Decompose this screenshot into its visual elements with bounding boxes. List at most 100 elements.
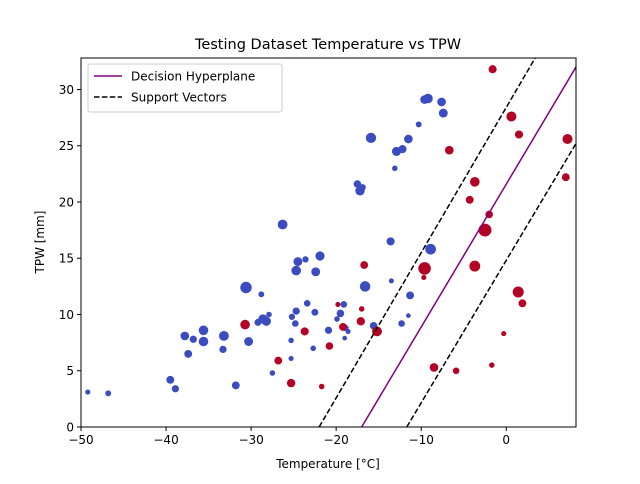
data-point-a (398, 145, 407, 154)
data-point-b (488, 65, 497, 74)
data-point-a (303, 299, 311, 307)
data-point-a (342, 335, 348, 341)
data-point-a (198, 325, 209, 336)
data-point-a (240, 281, 252, 294)
legend-support-label: Support Vectors (131, 91, 227, 105)
data-point-a (415, 121, 422, 128)
data-point-a (334, 316, 340, 322)
y-tick-label: 20 (59, 195, 74, 209)
support-vector-line (318, 58, 536, 427)
y-tick-label: 5 (66, 364, 74, 378)
data-point-b (358, 306, 365, 312)
data-point-a (438, 108, 448, 118)
data-point-a (345, 328, 351, 334)
data-point-a (184, 349, 193, 358)
x-tick-label: 0 (502, 433, 510, 447)
data-point-a (404, 134, 413, 144)
legend-hyperplane-label: Decision Hyperplane (131, 70, 255, 84)
data-point-b (300, 327, 309, 336)
data-point-b (240, 319, 250, 330)
data-point-a (218, 330, 229, 341)
data-point-b (325, 342, 334, 350)
data-point-b (360, 261, 369, 269)
data-point-a (171, 385, 180, 393)
data-point-a (266, 311, 272, 318)
data-point-b (501, 331, 507, 337)
data-point-b (286, 378, 296, 388)
data-point-a (219, 345, 227, 354)
data-point-a (166, 375, 175, 384)
data-point-a (291, 265, 302, 276)
data-point-a (85, 389, 91, 395)
data-point-a (324, 326, 333, 334)
y-tick-label: 10 (59, 308, 74, 322)
data-point-a (437, 97, 446, 107)
data-point-b (444, 145, 454, 155)
data-point-b (421, 274, 427, 280)
x-tick-label: −10 (409, 433, 434, 447)
data-point-a (406, 291, 415, 300)
data-point-a (302, 256, 309, 263)
x-tick-label: −20 (323, 433, 348, 447)
data-point-b (512, 286, 524, 298)
data-point-a (365, 132, 377, 144)
data-point-b (335, 301, 341, 307)
data-point-b (561, 173, 570, 182)
y-tick-label: 0 (66, 420, 74, 434)
data-point-b (429, 363, 439, 372)
data-point-b (506, 111, 517, 122)
y-tick-label: 25 (59, 139, 74, 153)
chart-title: Testing Dataset Temperature vs TPW (194, 37, 461, 53)
data-point-a (336, 309, 345, 318)
data-point-b (372, 326, 382, 337)
data-point-a (291, 320, 299, 327)
data-point-a (386, 237, 395, 246)
data-point-a (244, 337, 254, 346)
x-axis-label: Temperature [°C] (275, 457, 380, 471)
hyperplane-line (361, 66, 576, 427)
data-point-b (274, 356, 283, 365)
data-point-a (293, 257, 303, 267)
data-point-b (339, 322, 347, 331)
boundary-lines (318, 58, 576, 427)
data-point-a (359, 184, 366, 191)
data-point-a (423, 93, 433, 104)
data-point-b (518, 299, 527, 308)
data-point-a (311, 267, 321, 277)
data-point-a (258, 291, 265, 298)
data-point-a (310, 345, 316, 352)
legend: Decision Hyperplane Support Vectors (87, 63, 283, 113)
x-tick-label: −30 (238, 433, 263, 447)
data-point-b (465, 195, 474, 204)
data-point-b (418, 262, 431, 275)
data-point-a (231, 381, 240, 390)
x-tick-label: −50 (68, 433, 93, 447)
y-tick-label: 30 (59, 83, 74, 97)
data-point-a (315, 251, 325, 261)
data-points (85, 65, 573, 397)
legend-box (87, 63, 283, 113)
y-axis-label: TPW [mm] (33, 211, 47, 275)
data-point-a (261, 316, 271, 326)
data-point-a (311, 308, 319, 316)
data-point-a (388, 278, 394, 284)
x-axis-ticks: −50 −40 −30 −20 −10 0 (68, 427, 510, 447)
data-point-a (288, 355, 294, 361)
data-point-a (392, 165, 398, 172)
data-point-a (180, 331, 190, 341)
x-tick-label: −40 (153, 433, 178, 447)
data-point-b (470, 177, 480, 187)
data-point-a (353, 180, 362, 188)
data-point-b (562, 133, 573, 145)
data-point-a (288, 313, 296, 320)
data-point-a (105, 390, 112, 397)
data-point-a (406, 313, 411, 318)
data-point-a (269, 370, 276, 376)
data-point-a (198, 336, 209, 347)
data-point-a (340, 301, 348, 308)
y-axis-ticks: 0 5 10 15 20 25 30 (59, 83, 81, 434)
data-point-b (514, 130, 524, 139)
data-point-a (425, 243, 436, 255)
data-point-a (398, 320, 405, 327)
